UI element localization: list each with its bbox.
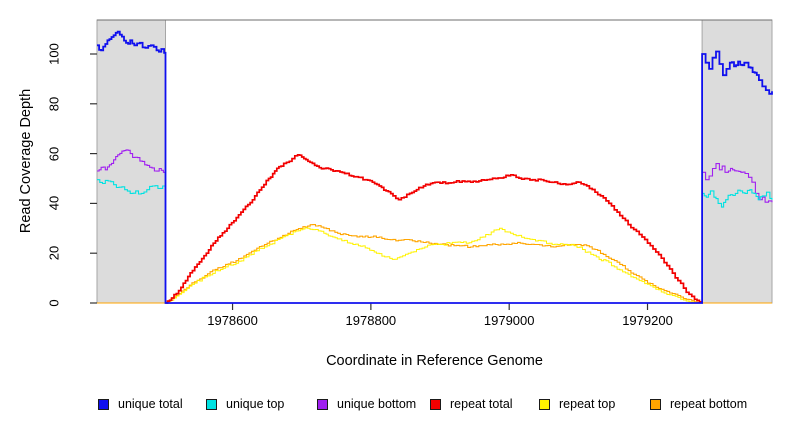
series-line-unique-total [97, 30, 773, 304]
series-line-unique-top [97, 179, 773, 304]
y-tick-label: 0 [46, 299, 62, 307]
x-tick-label: 1979200 [622, 313, 673, 328]
x-tick-label: 1978600 [207, 313, 258, 328]
series-line-repeat-top [165, 227, 697, 304]
shaded-region-right-flank [701, 19, 773, 304]
y-tick-label: 80 [46, 96, 62, 112]
y-tick-label: 60 [46, 146, 62, 161]
x-tick-label: 1978800 [345, 313, 397, 328]
series-line-repeat-bottom [97, 224, 772, 304]
shaded-region-left-flank [96, 19, 166, 304]
y-tick-label: 100 [46, 43, 62, 65]
y-axis-title: Read Coverage Depth [18, 88, 34, 234]
y-tick-label: 20 [46, 245, 62, 261]
x-tick-label: 1979000 [483, 313, 535, 328]
series-line-repeat-total [165, 153, 703, 304]
y-tick-label: 40 [46, 196, 62, 211]
x-axis-title: Coordinate in Reference Genome [326, 353, 543, 369]
